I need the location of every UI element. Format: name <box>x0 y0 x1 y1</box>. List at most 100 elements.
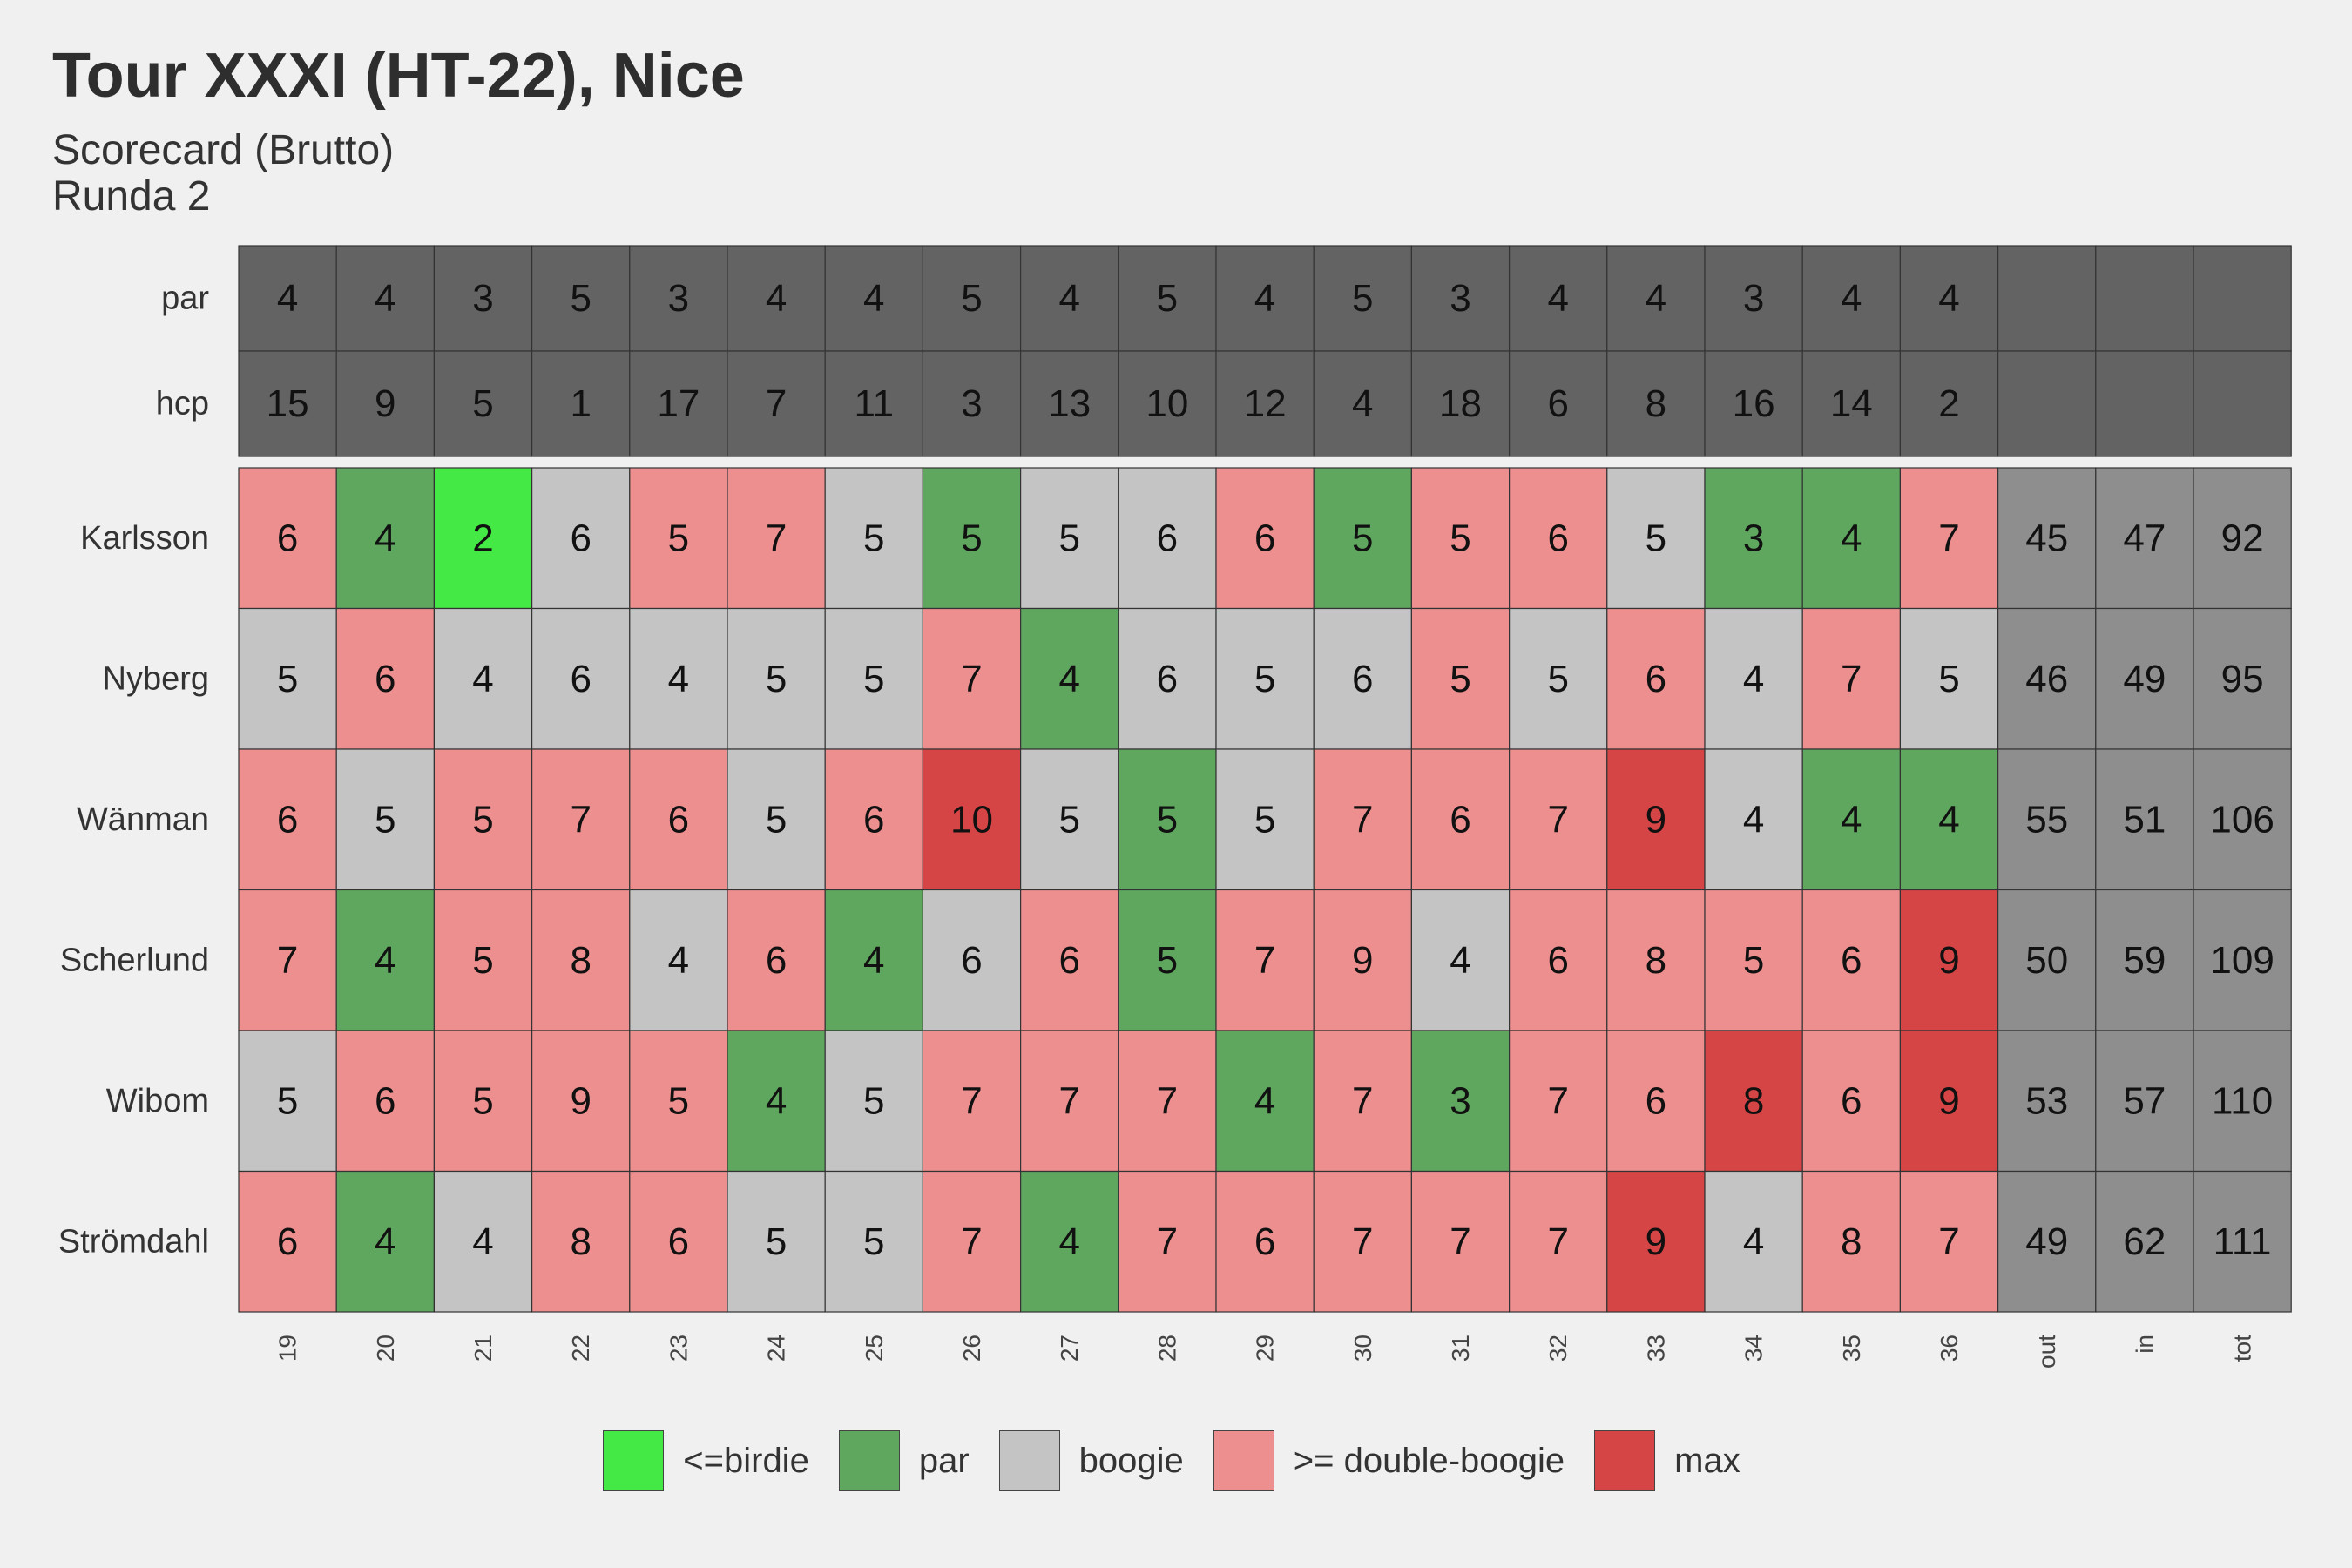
score-value: 5 <box>766 658 787 700</box>
score-cell <box>433 607 533 750</box>
score-cell <box>1118 748 1217 891</box>
score-cell <box>824 748 924 891</box>
score-value: 5 <box>1450 517 1470 559</box>
score-cell <box>1704 607 1803 750</box>
score-cell <box>1019 607 1119 750</box>
header-cell <box>1410 245 1511 352</box>
total-value: 49 <box>2025 1220 2068 1263</box>
score-value: 5 <box>1254 658 1275 700</box>
score-value: 5 <box>1938 658 1959 700</box>
score-value: 6 <box>1058 939 1079 982</box>
total-cell <box>2193 748 2292 891</box>
total-cell <box>1997 467 2097 610</box>
total-value: 62 <box>2123 1220 2166 1263</box>
score-value: 6 <box>1646 658 1666 700</box>
score-cell <box>1019 1170 1119 1313</box>
score-cell <box>1215 1170 1315 1313</box>
header-value: 5 <box>472 382 493 425</box>
header-value: 15 <box>267 382 309 425</box>
header-value: 6 <box>1547 382 1568 425</box>
score-value: 4 <box>1743 1220 1764 1263</box>
score-value: 5 <box>1646 517 1666 559</box>
header-value: 4 <box>1547 277 1568 320</box>
total-value: 50 <box>2025 939 2068 982</box>
score-value: 9 <box>1938 939 1959 982</box>
header-value: 4 <box>375 277 395 320</box>
score-value: 5 <box>863 1220 884 1263</box>
header-cell <box>922 350 1022 457</box>
score-cell <box>1704 748 1803 891</box>
score-cell <box>1313 1030 1412 1173</box>
score-cell <box>1704 1030 1803 1173</box>
total-value: 92 <box>2221 517 2264 559</box>
score-cell <box>1410 1170 1511 1313</box>
score-cell <box>629 1030 728 1173</box>
score-value: 8 <box>570 1220 591 1263</box>
total-cell <box>2095 889 2194 1031</box>
score-cell <box>1704 467 1803 610</box>
score-value: 6 <box>863 798 884 841</box>
legend-label-boogie: boogie <box>1078 1441 1184 1480</box>
score-cell <box>629 1170 728 1313</box>
score-value: 4 <box>668 658 689 700</box>
score-cell <box>1019 467 1119 610</box>
header-value: 7 <box>766 382 787 425</box>
score-cell <box>1704 889 1803 1031</box>
header-value: 14 <box>1830 382 1873 425</box>
header-value: 2 <box>1938 382 1959 425</box>
legend-item-max: max <box>1594 1430 1749 1491</box>
score-value: 5 <box>277 1079 298 1122</box>
score-cell <box>824 607 924 750</box>
header-cell <box>1606 245 1706 352</box>
score-cell <box>824 1170 924 1313</box>
score-value: 6 <box>277 517 298 559</box>
score-value: 6 <box>1254 1220 1275 1263</box>
score-value: 9 <box>1938 1079 1959 1122</box>
header-value: 3 <box>472 277 493 320</box>
score-cell <box>1704 1170 1803 1313</box>
header-cell <box>1704 245 1803 352</box>
score-value: 7 <box>1547 1079 1568 1122</box>
score-cell <box>922 748 1022 891</box>
score-cell <box>1508 607 1608 750</box>
score-value: 4 <box>472 658 493 700</box>
score-value: 6 <box>570 517 591 559</box>
legend: <=birdie par boogie >= double-boogie max <box>0 1429 2352 1493</box>
score-cell <box>922 889 1022 1031</box>
legend-item-double-boogie: >= double-boogie <box>1213 1430 1573 1491</box>
header-value: 1 <box>570 382 591 425</box>
header-value: 4 <box>766 277 787 320</box>
player-name: Karlsson <box>80 520 209 557</box>
score-cell <box>1215 467 1315 610</box>
score-value: 9 <box>1646 1220 1666 1263</box>
score-value: 6 <box>1547 939 1568 982</box>
score-value: 4 <box>863 939 884 982</box>
total-value: 57 <box>2123 1079 2166 1122</box>
score-value: 4 <box>472 1220 493 1263</box>
header-cell <box>1019 245 1119 352</box>
score-value: 4 <box>1058 658 1079 700</box>
score-value: 7 <box>1157 1220 1178 1263</box>
score-value: 4 <box>1841 517 1862 559</box>
score-cell <box>1215 1030 1315 1173</box>
column-label: 36 <box>1936 1335 1963 1362</box>
score-cell <box>1410 748 1511 891</box>
score-value: 6 <box>1646 1079 1666 1122</box>
score-cell <box>727 467 826 610</box>
score-value: 8 <box>1743 1079 1764 1122</box>
column-label: 29 <box>1252 1335 1279 1362</box>
total-cell <box>2095 1030 2194 1173</box>
header-cell <box>2095 245 2194 352</box>
header-cell <box>2095 350 2194 457</box>
score-value: 7 <box>1841 658 1862 700</box>
chart-title: Tour XXXI (HT-22), Nice <box>52 41 745 111</box>
score-cell <box>1508 889 1608 1031</box>
column-label: 31 <box>1447 1335 1474 1362</box>
score-cell <box>1508 467 1608 610</box>
total-cell <box>2095 748 2194 891</box>
total-cell <box>2193 889 2292 1031</box>
score-value: 8 <box>1646 939 1666 982</box>
score-cell <box>1215 748 1315 891</box>
score-value: 6 <box>1157 517 1178 559</box>
